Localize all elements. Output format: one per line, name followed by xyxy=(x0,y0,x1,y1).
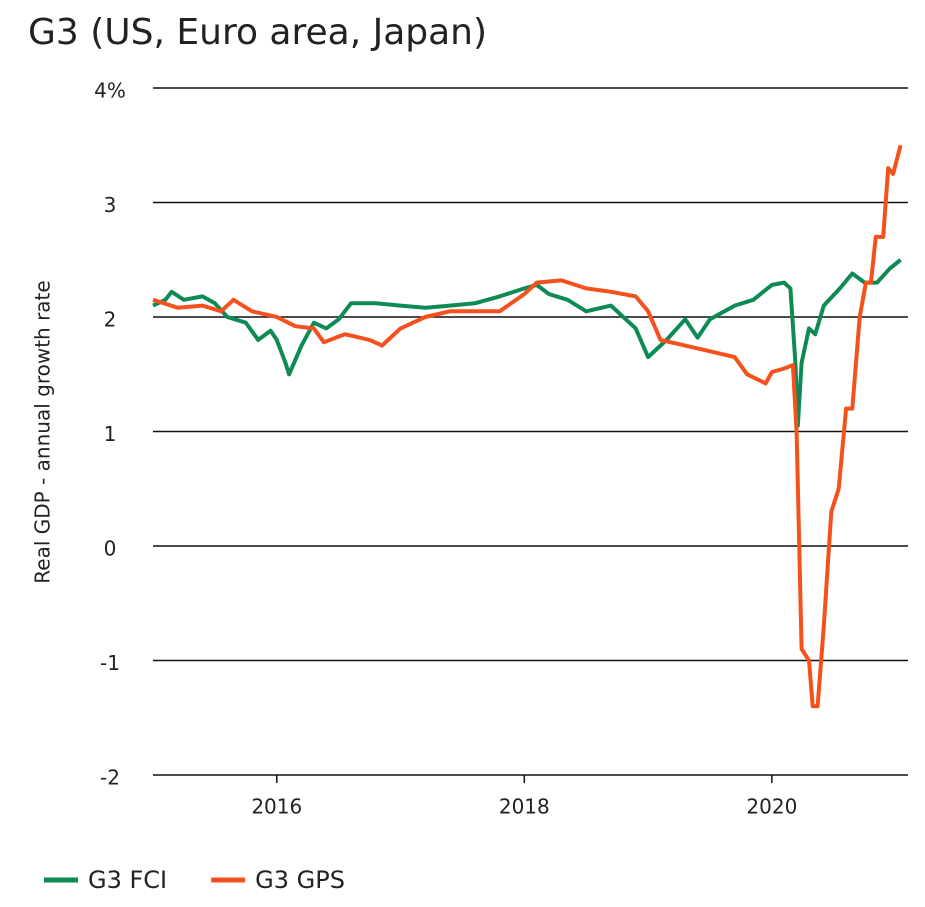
y-tick-label: 4% xyxy=(94,79,126,103)
y-tick-label: 3 xyxy=(104,193,117,217)
x-tick-label: 2018 xyxy=(499,795,550,819)
series-line xyxy=(152,144,903,709)
series-line xyxy=(152,258,902,428)
y-tick-label: 0 xyxy=(104,537,117,561)
y-tick-label: -2 xyxy=(100,766,120,790)
y-tick-label: -1 xyxy=(100,651,120,675)
y-axis-label: Real GDP - annual growth rate xyxy=(31,280,55,583)
legend-label: G3 FCI xyxy=(88,866,167,894)
chart-title: G3 (US, Euro area, Japan) xyxy=(28,12,487,53)
legend-label: G3 GPS xyxy=(255,866,345,894)
x-tick-label: 2016 xyxy=(251,795,302,819)
x-tick-label: 2020 xyxy=(746,795,797,819)
y-tick-label: 1 xyxy=(104,422,117,446)
y-tick-label: 2 xyxy=(104,308,117,332)
